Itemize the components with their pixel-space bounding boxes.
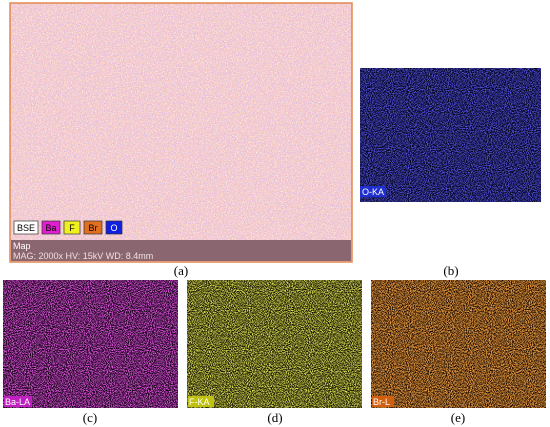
legend-swatch	[41, 220, 61, 235]
caption: (e)	[451, 410, 465, 425]
panel-b: O-KA (b)	[360, 68, 541, 278]
label-box	[4, 396, 32, 407]
f-map	[187, 280, 362, 408]
legend-swatch	[13, 220, 39, 235]
panel-e: Br-L (e)	[371, 280, 546, 425]
legend-label: BSE	[17, 223, 35, 233]
label-box	[188, 396, 214, 407]
legend-label: O	[110, 223, 117, 233]
ba-map	[3, 280, 178, 408]
panel-c: Ba-LA (c)	[3, 280, 178, 425]
map-label: Br-L	[373, 397, 390, 407]
panel-d: F-KA (d)	[187, 280, 362, 425]
legend-label: F	[69, 223, 75, 233]
map-info: MAG: 2000x HV: 15kV WD: 8.4mm	[13, 251, 153, 261]
label-box	[360, 186, 386, 197]
br-map	[371, 280, 546, 408]
legend-label: Ba	[45, 223, 56, 233]
label-box	[372, 396, 394, 407]
map-label: O-KA	[362, 187, 384, 197]
legend: BSE Ba F Br O	[13, 220, 123, 235]
info-bar	[11, 240, 351, 261]
caption: (b)	[443, 263, 458, 278]
legend-label: Br	[89, 223, 98, 233]
caption: (d)	[267, 410, 282, 425]
o-map	[360, 68, 541, 202]
map-label: Ba-LA	[5, 397, 30, 407]
legend-swatch	[105, 220, 123, 235]
caption: (c)	[83, 410, 97, 425]
panel-a: BSE Ba F Br O Map MAG: 2000x HV: 15kV WD…	[9, 2, 353, 278]
legend-swatch	[63, 220, 81, 235]
caption: (a)	[174, 263, 188, 278]
map-label: F-KA	[189, 397, 210, 407]
o-overlay	[11, 4, 351, 240]
legend-swatch	[83, 220, 103, 235]
map-title: Map	[13, 241, 31, 251]
